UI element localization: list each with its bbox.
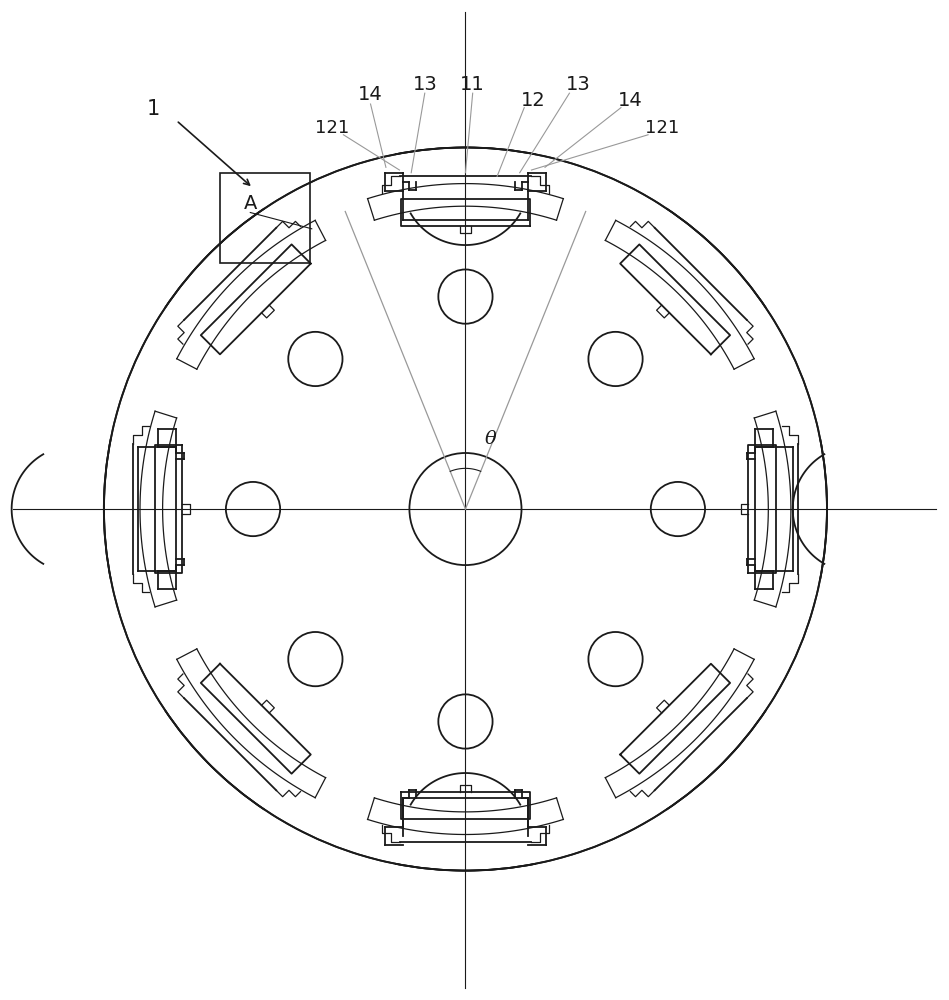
- Text: 13: 13: [567, 75, 591, 94]
- Text: 121: 121: [314, 119, 349, 137]
- Text: 121: 121: [645, 119, 679, 137]
- Text: A: A: [244, 194, 257, 213]
- Text: 12: 12: [521, 91, 546, 110]
- Text: 13: 13: [413, 75, 437, 94]
- Text: 14: 14: [358, 85, 382, 104]
- Text: 1: 1: [147, 99, 160, 119]
- Bar: [219, 173, 310, 263]
- Text: 11: 11: [460, 75, 485, 94]
- Text: θ: θ: [485, 430, 496, 448]
- Text: 14: 14: [618, 91, 642, 110]
